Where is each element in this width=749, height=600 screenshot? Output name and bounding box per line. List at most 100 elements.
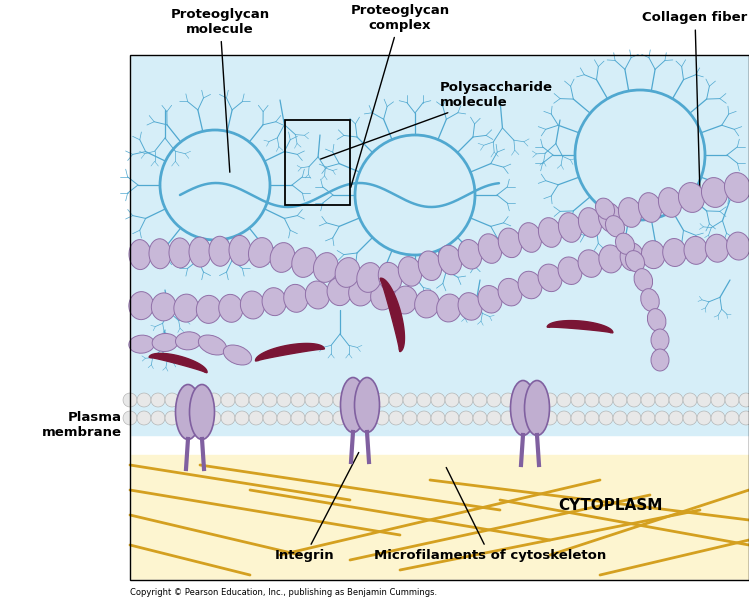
Text: CYTOPLASM: CYTOPLASM	[558, 497, 662, 512]
Ellipse shape	[706, 234, 729, 262]
Ellipse shape	[175, 385, 201, 439]
Circle shape	[319, 411, 333, 425]
Ellipse shape	[518, 271, 542, 299]
Ellipse shape	[129, 335, 154, 353]
Ellipse shape	[129, 292, 154, 320]
Ellipse shape	[348, 278, 373, 306]
Circle shape	[417, 411, 431, 425]
Circle shape	[249, 393, 263, 407]
Circle shape	[305, 393, 319, 407]
Ellipse shape	[651, 349, 669, 371]
Ellipse shape	[198, 335, 227, 355]
Ellipse shape	[679, 182, 705, 212]
Circle shape	[431, 393, 445, 407]
Circle shape	[319, 393, 333, 407]
Circle shape	[529, 393, 543, 407]
Circle shape	[221, 393, 235, 407]
Circle shape	[347, 411, 361, 425]
Circle shape	[613, 393, 627, 407]
Text: Plasma
membrane: Plasma membrane	[42, 411, 122, 439]
Text: Integrin: Integrin	[275, 452, 359, 563]
Ellipse shape	[625, 251, 645, 272]
Ellipse shape	[341, 377, 366, 433]
Circle shape	[711, 393, 725, 407]
Ellipse shape	[634, 269, 652, 292]
Ellipse shape	[599, 245, 622, 273]
Circle shape	[235, 393, 249, 407]
Ellipse shape	[524, 380, 550, 436]
Ellipse shape	[559, 212, 581, 242]
Circle shape	[571, 393, 585, 407]
Ellipse shape	[284, 284, 308, 312]
Ellipse shape	[620, 243, 643, 271]
Ellipse shape	[638, 193, 661, 223]
Bar	[130, 55, 749, 580]
Ellipse shape	[498, 278, 522, 306]
Circle shape	[487, 393, 501, 407]
Ellipse shape	[175, 332, 201, 350]
Bar	[285, 120, 350, 205]
Circle shape	[277, 411, 291, 425]
Circle shape	[697, 411, 711, 425]
Circle shape	[711, 411, 725, 425]
Ellipse shape	[209, 236, 231, 266]
Ellipse shape	[640, 289, 659, 311]
Ellipse shape	[498, 228, 522, 257]
Ellipse shape	[306, 281, 330, 309]
Ellipse shape	[189, 385, 214, 439]
Circle shape	[473, 411, 487, 425]
Circle shape	[683, 393, 697, 407]
Circle shape	[389, 393, 403, 407]
Ellipse shape	[616, 233, 634, 254]
Circle shape	[683, 411, 697, 425]
Circle shape	[641, 411, 655, 425]
Ellipse shape	[558, 257, 582, 284]
Polygon shape	[380, 278, 404, 352]
Circle shape	[137, 411, 151, 425]
Circle shape	[207, 411, 221, 425]
Ellipse shape	[357, 263, 381, 292]
Circle shape	[403, 393, 417, 407]
Circle shape	[599, 411, 613, 425]
Ellipse shape	[151, 293, 176, 321]
Circle shape	[739, 393, 749, 407]
Ellipse shape	[651, 329, 669, 351]
Ellipse shape	[663, 239, 686, 266]
Circle shape	[543, 393, 557, 407]
Circle shape	[193, 411, 207, 425]
Circle shape	[151, 411, 165, 425]
Ellipse shape	[724, 173, 749, 202]
Ellipse shape	[371, 282, 395, 310]
Circle shape	[627, 393, 641, 407]
Bar	[130, 455, 749, 580]
Circle shape	[291, 393, 305, 407]
Circle shape	[263, 393, 277, 407]
Ellipse shape	[458, 239, 482, 269]
Circle shape	[207, 393, 221, 407]
Ellipse shape	[438, 245, 461, 275]
Circle shape	[361, 393, 375, 407]
Circle shape	[669, 411, 683, 425]
Polygon shape	[547, 320, 613, 333]
Ellipse shape	[415, 290, 440, 318]
Circle shape	[585, 393, 599, 407]
Ellipse shape	[152, 334, 178, 352]
Ellipse shape	[327, 278, 351, 305]
Ellipse shape	[249, 238, 273, 268]
Circle shape	[739, 411, 749, 425]
Circle shape	[403, 411, 417, 425]
Circle shape	[193, 393, 207, 407]
Ellipse shape	[149, 239, 171, 269]
Ellipse shape	[174, 294, 198, 322]
Circle shape	[501, 393, 515, 407]
Ellipse shape	[727, 232, 749, 260]
Circle shape	[459, 411, 473, 425]
Circle shape	[305, 411, 319, 425]
Text: Copyright © Pearson Education, Inc., publishing as Benjamin Cummings.: Copyright © Pearson Education, Inc., pub…	[130, 588, 437, 597]
Circle shape	[333, 393, 347, 407]
Ellipse shape	[539, 218, 562, 247]
Circle shape	[375, 411, 389, 425]
Circle shape	[599, 393, 613, 407]
Ellipse shape	[478, 286, 502, 313]
Polygon shape	[255, 343, 324, 361]
